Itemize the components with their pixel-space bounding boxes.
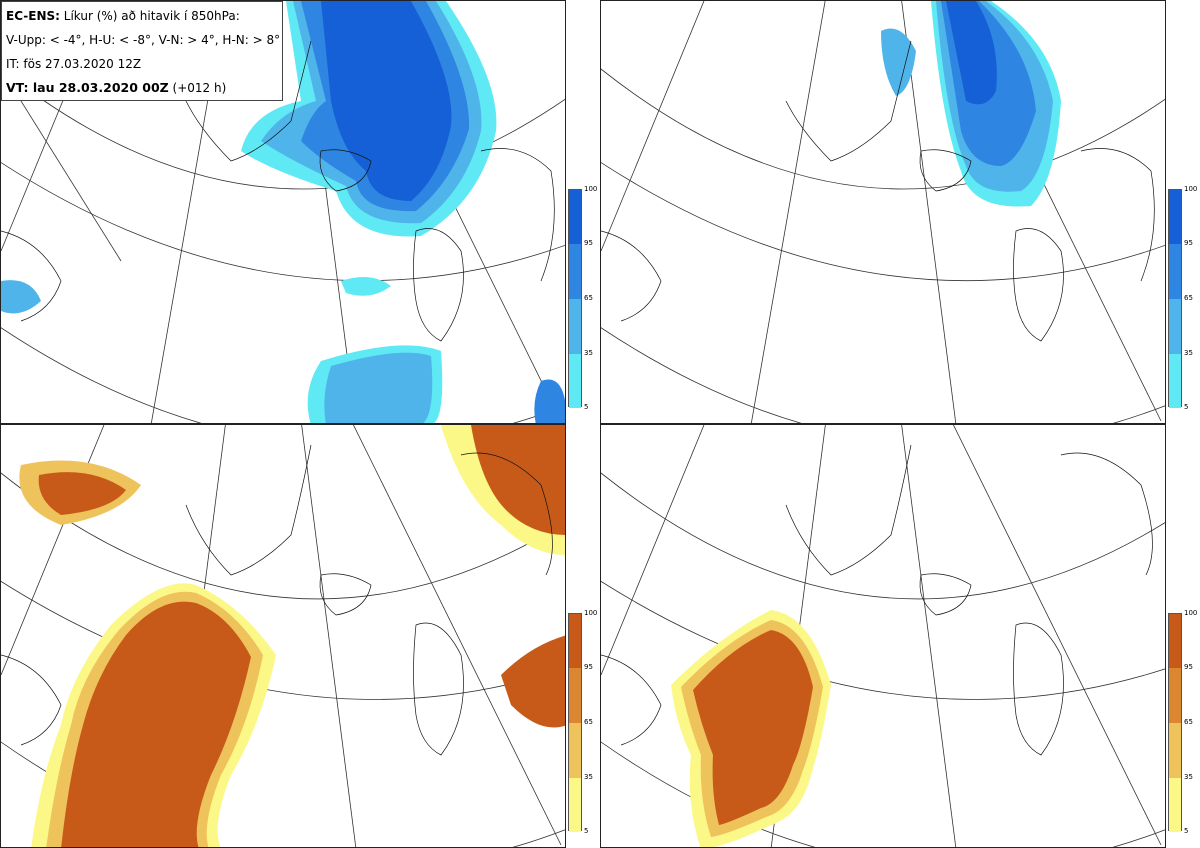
legend-band-5-35 xyxy=(569,778,581,832)
legend-tick: 65 xyxy=(1184,294,1193,302)
legend-tick: 100 xyxy=(584,609,598,617)
legend-band-65-95 xyxy=(569,668,581,723)
map-panel-top-right xyxy=(600,0,1166,424)
probability-map-cold-strong xyxy=(601,1,1165,423)
legend-band-5-35 xyxy=(569,354,581,408)
legend-band-65-95 xyxy=(1169,244,1181,299)
info-line-3: IT: fös 27.03.2020 12Z xyxy=(6,57,142,71)
info-model: EC-ENS: xyxy=(6,9,60,23)
legend-band-35-65 xyxy=(569,723,581,778)
legend-tick: 65 xyxy=(584,294,593,302)
legend-band-35-65 xyxy=(569,299,581,354)
legend-tick: 100 xyxy=(1184,185,1198,193)
legend-band-35-65 xyxy=(1169,299,1181,354)
legend-cold-left: 100 95 65 35 5 xyxy=(566,185,602,411)
legend-colorbar xyxy=(568,189,582,408)
legend-tick: 95 xyxy=(1184,239,1193,247)
map-panel-bottom-right xyxy=(600,424,1166,848)
legend-band-95-100 xyxy=(569,614,581,668)
legend-tick: 5 xyxy=(1184,403,1189,411)
legend-tick: 5 xyxy=(584,403,589,411)
legend-band-95-100 xyxy=(1169,614,1181,668)
legend-tick: 5 xyxy=(584,827,589,835)
probability-map-warm-moderate xyxy=(1,425,565,847)
legend-tick: 95 xyxy=(584,663,593,671)
legend-tick: 100 xyxy=(1184,609,1198,617)
warm-prob-areas xyxy=(671,610,831,847)
legend-tick: 35 xyxy=(584,349,593,357)
warm-prob-areas xyxy=(19,425,565,847)
cold-prob-areas xyxy=(881,1,1061,207)
info-line-2: V-Upp: < -4°, H-U: < -8°, V-N: > 4°, H-N… xyxy=(6,33,281,47)
cold-prob-areas xyxy=(1,1,565,423)
legend-tick: 65 xyxy=(1184,718,1193,726)
info-box: EC-ENS: Líkur (%) að hitavik í 850hPa: V… xyxy=(1,1,283,101)
legend-tick: 100 xyxy=(584,185,598,193)
legend-band-95-100 xyxy=(1169,190,1181,244)
legend-tick: 65 xyxy=(584,718,593,726)
info-lead-time: (+012 h) xyxy=(168,81,227,95)
map-panel-bottom-left xyxy=(0,424,566,848)
legend-band-95-100 xyxy=(569,190,581,244)
info-line-4: VT: lau 28.03.2020 00Z (+012 h) xyxy=(6,78,282,102)
legend-tick: 35 xyxy=(1184,773,1193,781)
legend-band-5-35 xyxy=(1169,778,1181,832)
legend-tick: 35 xyxy=(584,773,593,781)
info-line-1: EC-ENS: Líkur (%) að hitavik í 850hPa: xyxy=(6,6,282,30)
legend-warm-left: 100 95 65 35 5 xyxy=(566,609,602,835)
legend-cold-right: 100 95 65 35 5 xyxy=(1166,185,1200,411)
info-title: Líkur (%) að hitavik í 850hPa: xyxy=(59,9,240,23)
legend-colorbar xyxy=(1168,189,1182,408)
legend-band-35-65 xyxy=(1169,723,1181,778)
probability-map-cold-moderate xyxy=(1,1,565,423)
legend-tick: 5 xyxy=(1184,827,1189,835)
legend-colorbar xyxy=(568,613,582,832)
legend-colorbar xyxy=(1168,613,1182,832)
legend-warm-right: 100 95 65 35 5 xyxy=(1166,609,1200,835)
legend-band-5-35 xyxy=(1169,354,1181,408)
legend-band-65-95 xyxy=(569,244,581,299)
legend-band-65-95 xyxy=(1169,668,1181,723)
probability-map-warm-strong xyxy=(601,425,1165,847)
legend-tick: 95 xyxy=(584,239,593,247)
info-valid-time: VT: lau 28.03.2020 00Z xyxy=(6,80,169,95)
legend-tick: 35 xyxy=(1184,349,1193,357)
map-panel-top-left: EC-ENS: Líkur (%) að hitavik í 850hPa: V… xyxy=(0,0,566,424)
legend-tick: 95 xyxy=(1184,663,1193,671)
